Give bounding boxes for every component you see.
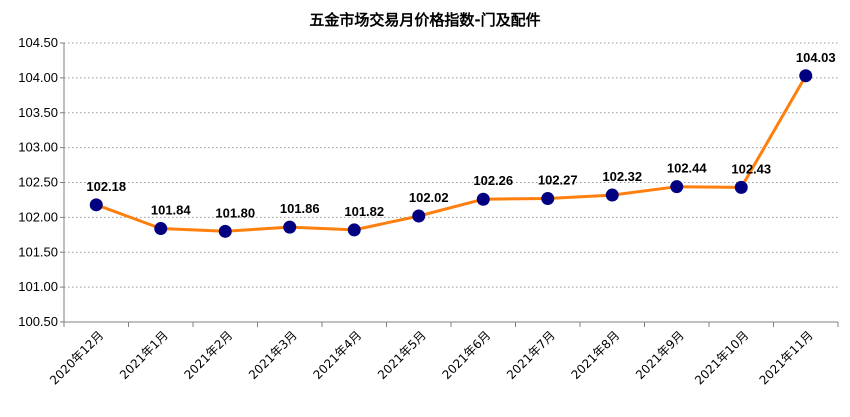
x-tick-label: 2021年3月 <box>246 328 300 382</box>
x-tick-label: 2021年11月 <box>757 328 816 387</box>
x-tick-label: 2021年8月 <box>568 328 622 382</box>
x-tick-label: 2021年1月 <box>117 328 171 382</box>
y-axis-ticks: 104.50 104.00 103.50 103.00 102.50 102.00 101.… <box>18 35 58 329</box>
y-tick-label: 104.00 <box>18 70 58 85</box>
x-axis-ticks: 2020年12月 2021年1月 2021年2月 2021年3月 2021年4月 2021… <box>47 328 816 387</box>
data-point <box>347 223 361 237</box>
chart-title: 五金市场交易月价格指数-门及配件 <box>309 11 540 29</box>
data-point <box>541 192 555 206</box>
data-label: 104.03 <box>796 50 836 65</box>
data-point <box>283 220 297 234</box>
y-tick-label: 103.00 <box>18 140 58 155</box>
x-tick-label: 2021年2月 <box>181 328 235 382</box>
x-tick-label: 2021年4月 <box>310 328 364 382</box>
series <box>89 69 813 238</box>
data-label: 102.27 <box>538 173 578 188</box>
data-label: 102.44 <box>667 161 708 176</box>
series-line <box>95 75 808 233</box>
data-point <box>670 180 684 194</box>
y-tick-label: 100.50 <box>18 314 58 329</box>
data-point <box>476 192 490 206</box>
y-tick-label: 102.00 <box>18 209 58 224</box>
data-label: 101.84 <box>151 203 192 218</box>
x-tick-label: 2020年12月 <box>47 328 106 387</box>
x-tick-label: 2021年5月 <box>375 328 429 382</box>
y-tick-label: 102.50 <box>18 175 58 190</box>
data-label: 102.02 <box>409 190 449 205</box>
data-point <box>89 198 103 212</box>
x-tick-label: 2021年6月 <box>439 328 493 382</box>
data-point <box>412 209 426 223</box>
data-label: 102.26 <box>473 173 513 188</box>
y-tick-label: 103.50 <box>18 105 58 120</box>
data-point <box>799 69 813 83</box>
data-label: 101.80 <box>215 205 255 220</box>
data-label: 102.43 <box>731 161 771 176</box>
data-point <box>605 188 619 202</box>
y-tick-label: 101.50 <box>18 244 58 259</box>
y-tick-label: 104.50 <box>18 35 58 50</box>
axes <box>60 42 839 327</box>
grid-lines <box>64 42 838 288</box>
data-label: 102.32 <box>602 169 642 184</box>
x-tick-label: 2021年7月 <box>504 328 558 382</box>
x-tick-label: 2021年10月 <box>692 328 751 387</box>
data-label: 102.18 <box>86 179 126 194</box>
data-point <box>734 180 748 194</box>
data-labels: 102.18 101.84 101.80 101.86 101.82 102.02 102.… <box>86 50 835 221</box>
data-point <box>218 224 232 238</box>
data-label: 101.82 <box>344 204 384 219</box>
data-point <box>154 222 168 236</box>
y-tick-label: 101.00 <box>18 279 58 294</box>
data-label: 101.86 <box>280 201 320 216</box>
x-tick-label: 2021年9月 <box>633 328 687 382</box>
